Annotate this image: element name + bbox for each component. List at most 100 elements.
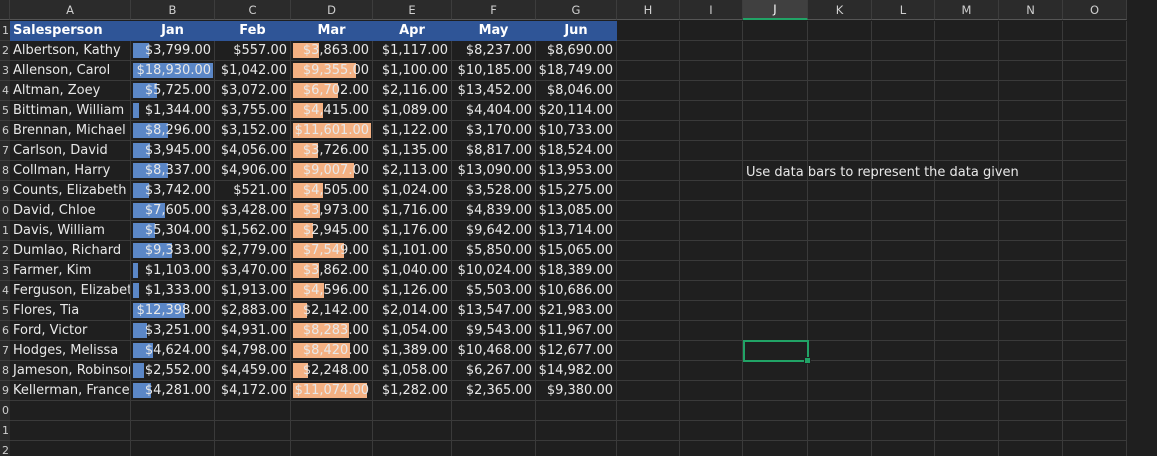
sales-value-cell[interactable]: $13,953.00 (536, 161, 617, 181)
row-header-8[interactable]: 8 (0, 161, 10, 181)
row-header-22[interactable]: 2 (0, 441, 10, 456)
sales-value-cell[interactable]: $2,552.00 (131, 361, 215, 381)
sales-value-cell[interactable]: $2,365.00 (452, 381, 536, 401)
sales-value-cell[interactable]: $9,642.00 (452, 221, 536, 241)
sales-value-cell[interactable]: $4,404.00 (452, 101, 536, 121)
empty-cell[interactable] (935, 141, 999, 161)
empty-cell[interactable] (680, 301, 743, 321)
empty-cell[interactable] (1063, 81, 1127, 101)
sales-value-cell[interactable]: $2,142.00 (291, 301, 373, 321)
empty-cell[interactable] (1063, 301, 1127, 321)
empty-cell[interactable] (680, 241, 743, 261)
sales-value-cell[interactable]: $5,304.00 (131, 221, 215, 241)
row-header-11[interactable]: 1 (0, 221, 10, 241)
empty-cell[interactable] (1063, 341, 1127, 361)
salesperson-cell[interactable]: Ford, Victor (10, 321, 131, 341)
salesperson-cell[interactable]: Counts, Elizabeth (10, 181, 131, 201)
empty-cell[interactable] (680, 321, 743, 341)
row-header-3[interactable]: 3 (0, 61, 10, 81)
empty-cell[interactable] (743, 181, 808, 201)
sales-value-cell[interactable]: $10,686.00 (536, 281, 617, 301)
empty-cell[interactable] (131, 401, 215, 421)
empty-cell[interactable] (872, 21, 935, 41)
empty-cell[interactable] (452, 421, 536, 441)
sales-value-cell[interactable]: $9,007.00 (291, 161, 373, 181)
empty-cell[interactable] (617, 201, 680, 221)
sales-value-cell[interactable]: $18,749.00 (536, 61, 617, 81)
empty-cell[interactable] (743, 201, 808, 221)
empty-cell[interactable] (215, 421, 291, 441)
empty-cell[interactable] (808, 101, 872, 121)
header-cell-may[interactable]: May (452, 21, 536, 41)
sales-value-cell[interactable]: $11,601.00 (291, 121, 373, 141)
empty-cell[interactable] (452, 401, 536, 421)
empty-cell[interactable] (935, 81, 999, 101)
empty-cell[interactable] (743, 61, 808, 81)
empty-cell[interactable] (808, 321, 872, 341)
empty-cell[interactable] (935, 41, 999, 61)
sales-value-cell[interactable]: $6,702.00 (291, 81, 373, 101)
empty-cell[interactable] (999, 241, 1063, 261)
empty-cell[interactable] (999, 441, 1063, 456)
salesperson-cell[interactable]: Carlson, David (10, 141, 131, 161)
column-header-b[interactable]: B (131, 0, 215, 20)
empty-cell[interactable] (999, 161, 1063, 181)
row-header-10[interactable]: 0 (0, 201, 10, 221)
salesperson-cell[interactable]: Bittiman, William (10, 101, 131, 121)
fill-handle[interactable] (804, 357, 811, 364)
sales-value-cell[interactable]: $4,596.00 (291, 281, 373, 301)
sales-value-cell[interactable]: $10,733.00 (536, 121, 617, 141)
empty-cell[interactable] (872, 241, 935, 261)
empty-cell[interactable] (999, 261, 1063, 281)
empty-cell[interactable] (680, 281, 743, 301)
empty-cell[interactable] (999, 101, 1063, 121)
empty-cell[interactable] (743, 401, 808, 421)
sales-value-cell[interactable]: $1,089.00 (373, 101, 452, 121)
sales-value-cell[interactable]: $7,605.00 (131, 201, 215, 221)
empty-cell[interactable] (999, 301, 1063, 321)
empty-cell[interactable] (872, 101, 935, 121)
empty-cell[interactable] (1063, 61, 1127, 81)
sales-value-cell[interactable]: $1,389.00 (373, 341, 452, 361)
sales-value-cell[interactable]: $1,103.00 (131, 261, 215, 281)
empty-cell[interactable] (935, 161, 999, 181)
empty-cell[interactable] (1063, 201, 1127, 221)
empty-cell[interactable] (617, 141, 680, 161)
sales-value-cell[interactable]: $1,042.00 (215, 61, 291, 81)
sales-value-cell[interactable]: $10,468.00 (452, 341, 536, 361)
empty-cell[interactable] (999, 21, 1063, 41)
row-header-18[interactable]: 8 (0, 361, 10, 381)
empty-cell[interactable] (617, 81, 680, 101)
empty-cell[interactable] (617, 401, 680, 421)
sales-value-cell[interactable]: $3,152.00 (215, 121, 291, 141)
empty-cell[interactable] (808, 181, 872, 201)
empty-cell[interactable] (291, 441, 373, 456)
sales-value-cell[interactable]: $1,024.00 (373, 181, 452, 201)
header-cell-jan[interactable]: Jan (131, 21, 215, 41)
empty-cell[interactable] (617, 321, 680, 341)
salesperson-cell[interactable]: Brennan, Michael (10, 121, 131, 141)
row-header-5[interactable]: 5 (0, 101, 10, 121)
active-cell-selection[interactable] (743, 340, 811, 364)
empty-cell[interactable] (935, 401, 999, 421)
empty-cell[interactable] (1063, 381, 1127, 401)
empty-cell[interactable] (1063, 401, 1127, 421)
sales-value-cell[interactable]: $2,116.00 (373, 81, 452, 101)
sales-value-cell[interactable]: $1,100.00 (373, 61, 452, 81)
empty-cell[interactable] (680, 121, 743, 141)
empty-cell[interactable] (617, 301, 680, 321)
empty-cell[interactable] (999, 401, 1063, 421)
sales-value-cell[interactable]: $3,528.00 (452, 181, 536, 201)
salesperson-cell[interactable]: Hodges, Melissa (10, 341, 131, 361)
sales-value-cell[interactable]: $1,913.00 (215, 281, 291, 301)
column-header-n[interactable]: N (999, 0, 1063, 20)
empty-cell[interactable] (872, 421, 935, 441)
row-header-16[interactable]: 6 (0, 321, 10, 341)
sales-value-cell[interactable]: $3,742.00 (131, 181, 215, 201)
sales-value-cell[interactable]: $8,046.00 (536, 81, 617, 101)
sales-value-cell[interactable]: $4,415.00 (291, 101, 373, 121)
empty-cell[interactable] (872, 441, 935, 456)
empty-cell[interactable] (999, 421, 1063, 441)
sales-value-cell[interactable]: $1,101.00 (373, 241, 452, 261)
